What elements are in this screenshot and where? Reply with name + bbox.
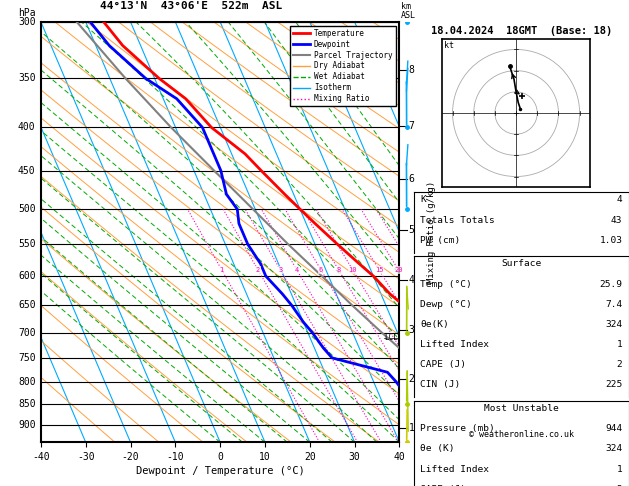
Text: θe (K): θe (K) [420,444,455,453]
Text: 20: 20 [394,267,403,273]
Text: 1: 1 [220,267,224,273]
Text: 7.4: 7.4 [605,300,623,309]
Text: 4: 4 [408,275,415,285]
Text: 650: 650 [18,300,35,311]
Text: 324: 324 [605,444,623,453]
Text: 1: 1 [617,465,623,473]
Text: 10: 10 [348,267,357,273]
Text: 1: 1 [617,340,623,349]
Text: 300: 300 [18,17,35,27]
Text: kt: kt [444,41,454,50]
Text: Most Unstable: Most Unstable [484,404,559,413]
Text: 750: 750 [18,353,35,363]
Legend: Temperature, Dewpoint, Parcel Trajectory, Dry Adiabat, Wet Adiabat, Isotherm, Mi: Temperature, Dewpoint, Parcel Trajectory… [290,26,396,106]
Text: PW (cm): PW (cm) [420,236,460,245]
Text: 400: 400 [18,122,35,132]
Text: © weatheronline.co.uk: © weatheronline.co.uk [469,430,574,439]
Text: 2: 2 [408,374,415,384]
Text: LCL: LCL [384,333,398,342]
Text: 5: 5 [408,225,415,235]
Text: Surface: Surface [501,260,542,268]
Text: 225: 225 [605,381,623,389]
Text: Lifted Index: Lifted Index [420,465,489,473]
Text: 8: 8 [408,65,415,75]
Text: 6: 6 [408,174,415,184]
Text: 3: 3 [278,267,282,273]
Text: CAPE (J): CAPE (J) [420,360,466,369]
Text: Temp (°C): Temp (°C) [420,279,472,289]
Text: 944: 944 [605,424,623,433]
Text: Dewp (°C): Dewp (°C) [420,300,472,309]
Text: K: K [420,195,426,205]
Text: 500: 500 [18,204,35,214]
Text: 4: 4 [617,195,623,205]
Text: 550: 550 [18,239,35,249]
Text: 700: 700 [18,328,35,338]
Text: 800: 800 [18,377,35,386]
X-axis label: Dewpoint / Temperature (°C): Dewpoint / Temperature (°C) [136,466,304,476]
Text: 8: 8 [337,267,341,273]
Text: 6: 6 [319,267,323,273]
Text: 1.03: 1.03 [599,236,623,245]
Text: 600: 600 [18,271,35,281]
Text: θe(K): θe(K) [420,320,449,329]
Text: CAPE (J): CAPE (J) [420,485,466,486]
Text: Pressure (mb): Pressure (mb) [420,424,495,433]
Text: 350: 350 [18,73,35,84]
Text: 2: 2 [617,485,623,486]
Text: 850: 850 [18,399,35,409]
Text: 7: 7 [408,121,415,131]
Text: 4: 4 [295,267,299,273]
Text: 324: 324 [605,320,623,329]
Text: 25.9: 25.9 [599,279,623,289]
Text: 1: 1 [408,423,415,433]
Text: 900: 900 [18,420,35,430]
Text: Totals Totals: Totals Totals [420,216,495,225]
Text: hPa: hPa [18,8,35,17]
Text: 3: 3 [408,325,415,335]
Text: Mixing Ratio (g/kg): Mixing Ratio (g/kg) [427,181,436,283]
Text: 18.04.2024  18GMT  (Base: 18): 18.04.2024 18GMT (Base: 18) [431,26,612,36]
Text: 2: 2 [256,267,260,273]
Text: 44°13'N  43°06'E  522m  ASL: 44°13'N 43°06'E 522m ASL [101,1,282,11]
Text: km
ASL: km ASL [401,2,416,20]
Text: 43: 43 [611,216,623,225]
Text: Lifted Index: Lifted Index [420,340,489,349]
Text: 15: 15 [375,267,383,273]
Text: 450: 450 [18,166,35,175]
Text: CIN (J): CIN (J) [420,381,460,389]
Text: 2: 2 [617,360,623,369]
